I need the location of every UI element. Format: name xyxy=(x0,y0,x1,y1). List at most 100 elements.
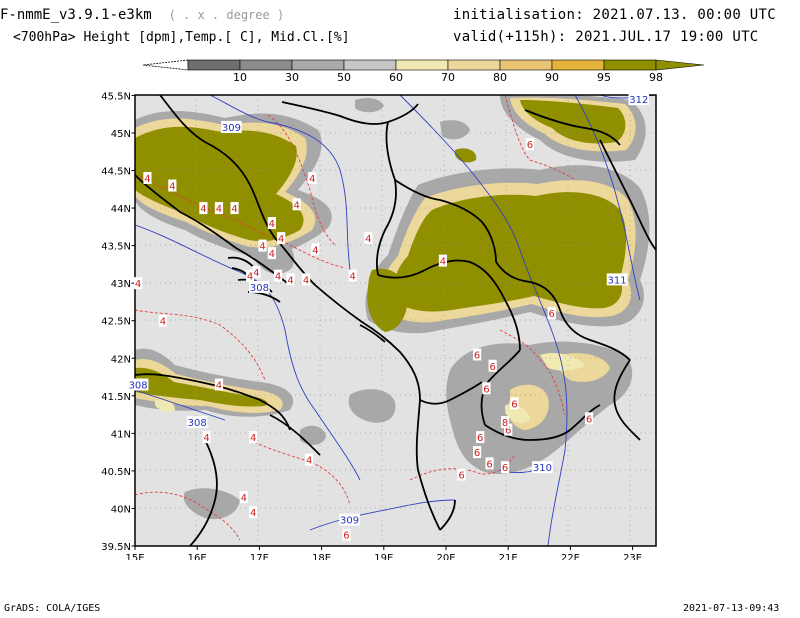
height-contours xyxy=(135,95,656,546)
height-contour-label: 308 xyxy=(188,418,207,429)
temperature-contour-label-bg xyxy=(286,273,295,286)
colorbar-high-arrow xyxy=(655,59,705,71)
temperature-contour-label: 4 xyxy=(216,204,222,215)
temperature-contour-label-bg xyxy=(245,269,255,282)
temperature-contour-label-bg xyxy=(214,202,224,215)
lat-label: 41.5N xyxy=(101,392,131,403)
temperature-contour-label: 4 xyxy=(144,174,150,185)
initialisation-time: initialisation: 2021.07.13. 00:00 UTC xyxy=(453,7,776,23)
temperature-contour-label-bg xyxy=(510,397,519,410)
lat-label: 45.5N xyxy=(101,91,131,102)
lat-label: 44.5N xyxy=(101,167,131,178)
temperature-contour-label: 6 xyxy=(474,350,480,361)
init-label: initialisation: xyxy=(453,7,584,23)
colorbar-label: 90 xyxy=(545,71,559,84)
temperature-contour-label-bg xyxy=(277,232,286,245)
temperature-contour-label: 4 xyxy=(269,249,275,260)
valid-value: 2021.JUL.17 19:00 UTC xyxy=(575,29,759,45)
temperature-contour-label: 6 xyxy=(477,433,483,444)
temperature-contour-label: 4 xyxy=(440,257,446,268)
temperature-contour-label-bg xyxy=(476,431,485,444)
cloud-cover-field xyxy=(135,95,650,520)
valid-time: valid(+115h): 2021.JUL.17 19:00 UTC xyxy=(453,29,759,45)
graticule xyxy=(135,95,656,546)
map-title: F-nmmE_v3.9.1-e3km ( . x . degree ) xyxy=(0,7,284,23)
temperature-contour-label: 4 xyxy=(350,272,356,283)
map-subtitle: <700hPa> Height [dpm],Temp.[ C], Mid.Cl.… xyxy=(13,30,350,45)
temperature-contour-label-bg xyxy=(500,461,510,474)
temperature-contour-label: 6 xyxy=(486,459,492,470)
lat-label: 39.5N xyxy=(101,542,131,553)
lat-label: 43N xyxy=(111,279,131,290)
lat-label: 44N xyxy=(111,204,131,215)
temperature-contour-label: 4 xyxy=(250,508,256,519)
lon-label: 16E xyxy=(188,553,207,560)
temperature-contour-label-bg xyxy=(267,217,276,230)
temperature-contour-label: 4 xyxy=(309,174,315,185)
colorbar-label: 60 xyxy=(389,71,403,84)
lat-label: 43.5N xyxy=(101,242,131,253)
temperature-contour-label-bg xyxy=(301,273,311,286)
lat-label: 40N xyxy=(111,504,131,515)
temperature-contour-label-bg xyxy=(249,506,258,519)
lat-label: 42N xyxy=(111,354,131,365)
temperature-contour-label: 4 xyxy=(294,200,300,211)
temperature-contour-label-bg xyxy=(258,239,267,252)
temperature-contour-label-bg xyxy=(199,202,208,215)
temperature-contour-label-bg xyxy=(158,314,168,327)
temperature-contour-label: 6 xyxy=(505,426,511,437)
height-contour-label-bg xyxy=(339,513,360,526)
temperature-contour-label-bg xyxy=(308,172,317,185)
lon-label: 19E xyxy=(374,553,393,560)
temperature-contour-label: 4 xyxy=(365,234,371,245)
temperature-contour-label: 6 xyxy=(527,140,533,151)
temperature-contour-label-bg xyxy=(457,468,466,481)
temperature-contour-label: 4 xyxy=(269,219,275,230)
colorbar: 10 30 50 60 70 80 90 95 98 xyxy=(142,59,705,84)
temperature-contour-label: 6 xyxy=(474,448,480,459)
temperature-contour-label-bg xyxy=(500,416,510,429)
temperature-contour-label: 4 xyxy=(275,272,281,283)
temperature-contour-label-bg xyxy=(488,359,497,372)
valid-label: valid(+115h): xyxy=(453,29,567,45)
temperature-contour-label: 6 xyxy=(502,463,508,474)
colorbar-label: 98 xyxy=(649,71,663,84)
temperature-contour-label-bg xyxy=(348,269,357,282)
lat-label: 41N xyxy=(111,429,131,440)
temperature-contours xyxy=(135,95,576,541)
temperature-contour-label: 4 xyxy=(169,182,175,193)
temperature-contour-label-bg xyxy=(525,138,535,151)
height-contour-label: 311 xyxy=(608,275,627,286)
weather-map: 45.5N 45N 44.5N 44N 43.5N 43N 42.5N 42N 41.5N 41N… xyxy=(101,91,657,560)
lat-label: 40.5N xyxy=(101,467,131,478)
lon-label: 22E xyxy=(561,553,580,560)
temperature-contour-label-bg xyxy=(249,431,258,444)
lon-label: 21E xyxy=(499,553,518,560)
temperature-contour-label-bg xyxy=(267,247,276,260)
height-contour-label-bg xyxy=(532,461,553,474)
height-contour-label: 308 xyxy=(129,381,148,392)
height-contour-label: 309 xyxy=(340,516,359,527)
temperature-contour-label: 6 xyxy=(511,399,517,410)
temperature-contour-label: 4 xyxy=(231,204,237,215)
temperature-contour-label-bg xyxy=(584,412,594,425)
colorbar-label: 30 xyxy=(285,71,299,84)
height-contour-label: 309 xyxy=(222,123,241,134)
temperature-contour-label: 4 xyxy=(200,204,206,215)
temperature-contour-label: 6 xyxy=(489,362,495,373)
lon-label: 17E xyxy=(250,553,269,560)
height-contour-label: 312 xyxy=(629,95,648,106)
colorbar-label: 70 xyxy=(441,71,455,84)
temperature-contour-label: 4 xyxy=(160,317,166,328)
colorbar-label: 80 xyxy=(493,71,507,84)
temperature-contour-label: 8 xyxy=(502,418,508,429)
temperature-contour-label: 4 xyxy=(241,493,247,504)
temperature-contour-label: 4 xyxy=(287,275,293,286)
axis-labels: 45.5N 45N 44.5N 44N 43.5N 43N 42.5N 42N 41.5N 41N… xyxy=(101,91,642,560)
temperature-contour-label: 4 xyxy=(247,272,253,283)
temperature-contour-label: 4 xyxy=(259,242,265,253)
lat-label: 45N xyxy=(111,129,131,140)
temperature-contour-label: 4 xyxy=(135,279,141,290)
height-contour-label-bg xyxy=(628,93,650,106)
temperature-contour-label: 6 xyxy=(458,471,464,482)
